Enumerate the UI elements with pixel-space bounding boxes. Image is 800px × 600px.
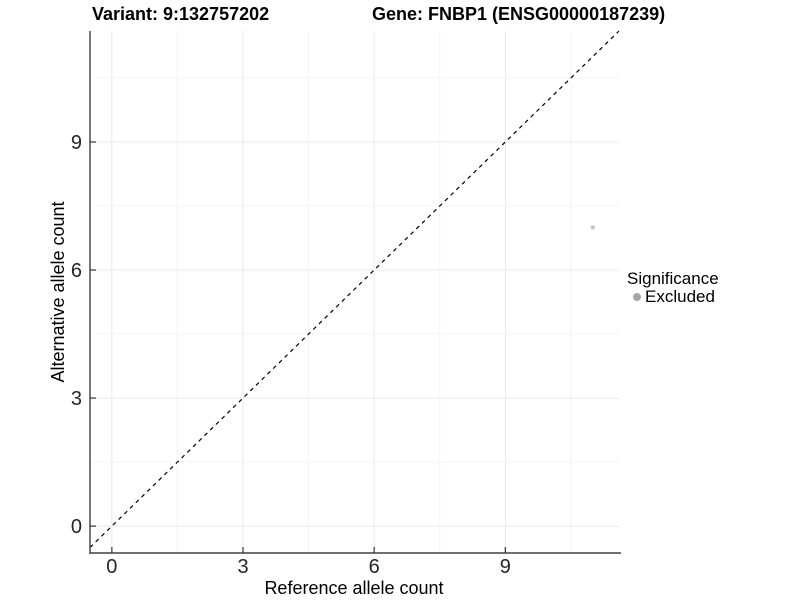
variant-title: Variant: 9:132757202 bbox=[92, 4, 270, 24]
x-tick-label: 0 bbox=[106, 556, 117, 578]
tick-marks bbox=[90, 141, 506, 553]
legend-item-label: Excluded bbox=[645, 287, 715, 306]
gene-title: Gene: FNBP1 (ENSG00000187239) bbox=[372, 4, 666, 24]
data-points bbox=[590, 225, 595, 230]
y-tick-label: 3 bbox=[71, 388, 82, 410]
y-axis-title: Alternative allele count bbox=[48, 201, 68, 382]
identity-line bbox=[89, 30, 620, 548]
x-tick-label: 9 bbox=[500, 556, 511, 578]
legend-point-icon bbox=[633, 293, 641, 301]
x-axis-title: Reference allele count bbox=[264, 578, 443, 598]
minor-gridlines bbox=[90, 31, 619, 553]
x-tick-label: 3 bbox=[237, 556, 248, 578]
tick-labels: 0 3 6 9 0 3 6 9 bbox=[71, 132, 511, 578]
y-tick-label: 6 bbox=[71, 260, 82, 282]
legend-title: Significance bbox=[627, 269, 719, 288]
legend: Significance Excluded bbox=[627, 269, 719, 306]
legend-item-excluded: Excluded bbox=[627, 287, 719, 306]
axis-lines bbox=[89, 31, 621, 554]
identity-line-group bbox=[89, 30, 620, 548]
data-point bbox=[590, 225, 595, 230]
major-gridlines bbox=[90, 31, 619, 553]
y-tick-label: 9 bbox=[71, 132, 82, 154]
x-tick-label: 6 bbox=[369, 556, 380, 578]
y-tick-label: 0 bbox=[71, 516, 82, 538]
